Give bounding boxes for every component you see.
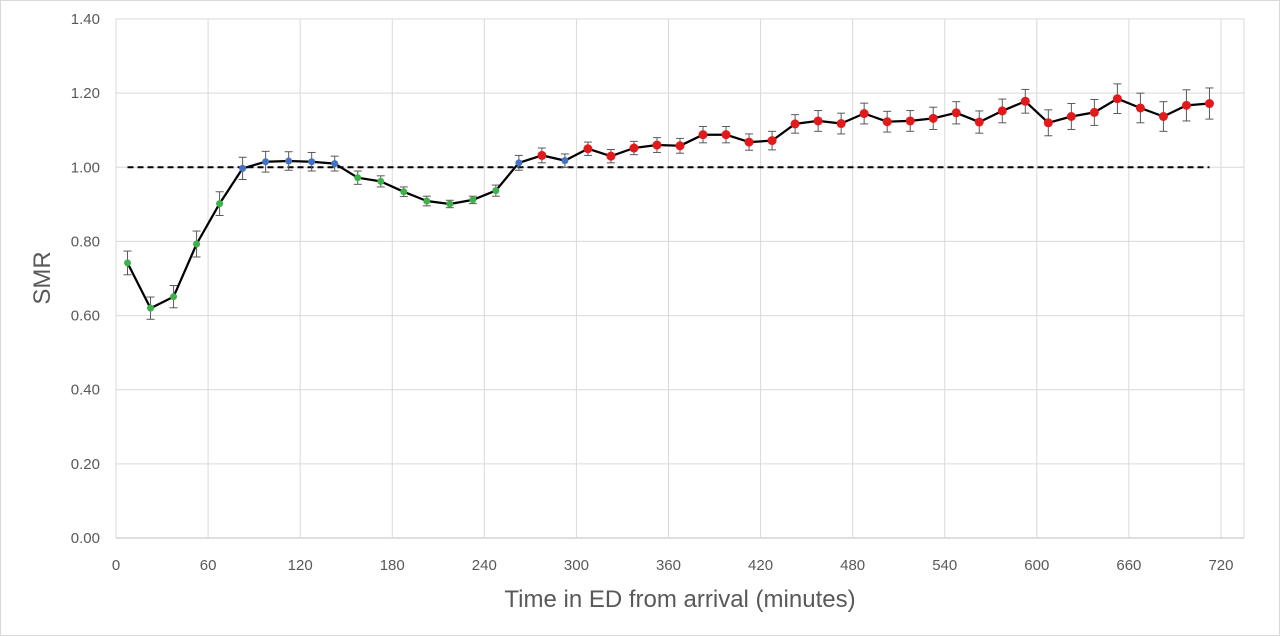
y-tick-label: 0.60	[71, 308, 100, 325]
data-point	[308, 158, 316, 166]
data-point	[583, 144, 593, 154]
data-point	[790, 119, 800, 129]
data-point	[951, 108, 961, 118]
data-point	[216, 200, 224, 208]
x-tick-label: 60	[200, 557, 217, 574]
data-point	[515, 159, 523, 167]
data-point	[675, 141, 685, 151]
x-tick-label: 420	[748, 557, 773, 574]
data-point	[400, 188, 408, 196]
data-point	[836, 119, 846, 129]
x-tick-label: 180	[380, 557, 405, 574]
data-point	[997, 106, 1007, 116]
data-point	[423, 197, 431, 205]
y-axis-title: SMR	[29, 251, 56, 304]
data-point	[561, 157, 569, 165]
data-point	[239, 164, 247, 172]
x-tick-label: 300	[564, 557, 589, 574]
data-point	[469, 196, 477, 204]
y-tick-labels: 0.00 0.20 0.40 0.60 0.80 1.00 1.20 1.40	[71, 11, 100, 547]
data-point	[767, 136, 777, 146]
y-tick-label: 1.20	[71, 85, 100, 102]
data-point	[721, 130, 731, 140]
x-tick-label: 0	[112, 557, 120, 574]
data-point	[1089, 107, 1099, 117]
data-point	[813, 116, 823, 126]
data-point	[285, 157, 293, 165]
data-points	[124, 94, 1214, 312]
data-point	[446, 200, 454, 208]
data-point	[629, 143, 639, 153]
data-point	[1181, 100, 1191, 110]
x-axis-title: Time in ED from arrival (minutes)	[504, 586, 855, 613]
data-point	[1020, 96, 1030, 106]
data-point	[1158, 111, 1168, 121]
data-point	[905, 116, 915, 126]
data-point	[331, 160, 339, 168]
x-tick-label: 720	[1208, 557, 1233, 574]
series-line-group	[126, 97, 1210, 310]
y-tick-label: 1.00	[71, 159, 100, 176]
y-tick-label: 0.00	[71, 530, 100, 547]
x-tick-labels: 0 60 120 180 240 300 360 420 480 540 600 660 720	[112, 557, 1234, 574]
data-point	[606, 151, 616, 161]
data-point	[974, 117, 984, 127]
data-point	[1066, 111, 1076, 121]
data-point	[193, 240, 201, 248]
data-point	[1135, 103, 1145, 113]
data-point	[170, 293, 178, 301]
data-point	[928, 113, 938, 123]
data-point	[147, 304, 155, 312]
data-point	[1043, 118, 1053, 128]
data-point	[652, 140, 662, 150]
data-point	[1204, 99, 1214, 109]
y-tick-label: 1.40	[71, 11, 100, 28]
data-point	[744, 137, 754, 147]
data-point	[698, 130, 708, 140]
data-point	[537, 150, 547, 160]
data-point	[354, 174, 362, 182]
series-line	[126, 97, 1210, 310]
data-point	[859, 109, 869, 119]
data-point	[262, 158, 270, 166]
error-bars	[123, 83, 1214, 320]
gridlines	[115, 18, 1245, 539]
y-tick-label: 0.20	[71, 456, 100, 473]
y-tick-label: 0.80	[71, 233, 100, 250]
x-tick-label: 540	[932, 557, 957, 574]
data-point	[124, 259, 132, 267]
data-point	[377, 177, 385, 185]
x-tick-label: 120	[288, 557, 313, 574]
data-point	[1112, 94, 1122, 104]
data-point	[492, 187, 500, 195]
x-tick-label: 660	[1116, 557, 1141, 574]
y-tick-label: 0.40	[71, 382, 100, 399]
x-tick-label: 240	[472, 557, 497, 574]
x-tick-label: 360	[656, 557, 681, 574]
data-point	[882, 117, 892, 127]
x-tick-label: 480	[840, 557, 865, 574]
x-tick-label: 600	[1024, 557, 1049, 574]
